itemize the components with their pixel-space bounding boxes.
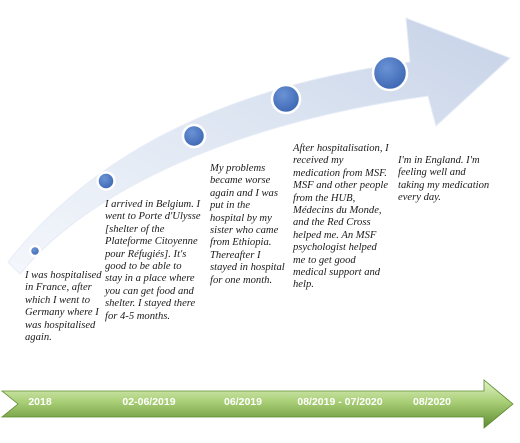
milestone-dot-5 (371, 54, 409, 92)
step-text-2: I arrived in Belgium. I went to Porte d'… (105, 199, 201, 322)
timeline-label-3: 06/2019 (224, 396, 262, 408)
milestone-dots (28, 54, 409, 258)
step-text-3: My problems became worse again and I was… (210, 163, 285, 286)
milestone-dot-2 (96, 171, 116, 191)
step-text-4: After hospitalisation, I received my med… (293, 143, 389, 291)
milestone-dot-4 (270, 83, 302, 115)
timeline-arrow (0, 379, 514, 429)
timeline-label-2: 02-06/2019 (122, 396, 176, 408)
timeline-label-4: 08/2019 - 07/2020 (297, 396, 383, 408)
timeline-label-1: 2018 (28, 396, 52, 408)
step-text-5: I'm in England. I'm feeling well and tak… (398, 155, 490, 204)
timeline-label-5: 08/2020 (413, 396, 451, 408)
milestone-dot-1 (28, 244, 42, 258)
step-text-1: I was hospitalised in France, after whic… (25, 270, 102, 344)
milestone-dot-3 (181, 123, 207, 149)
